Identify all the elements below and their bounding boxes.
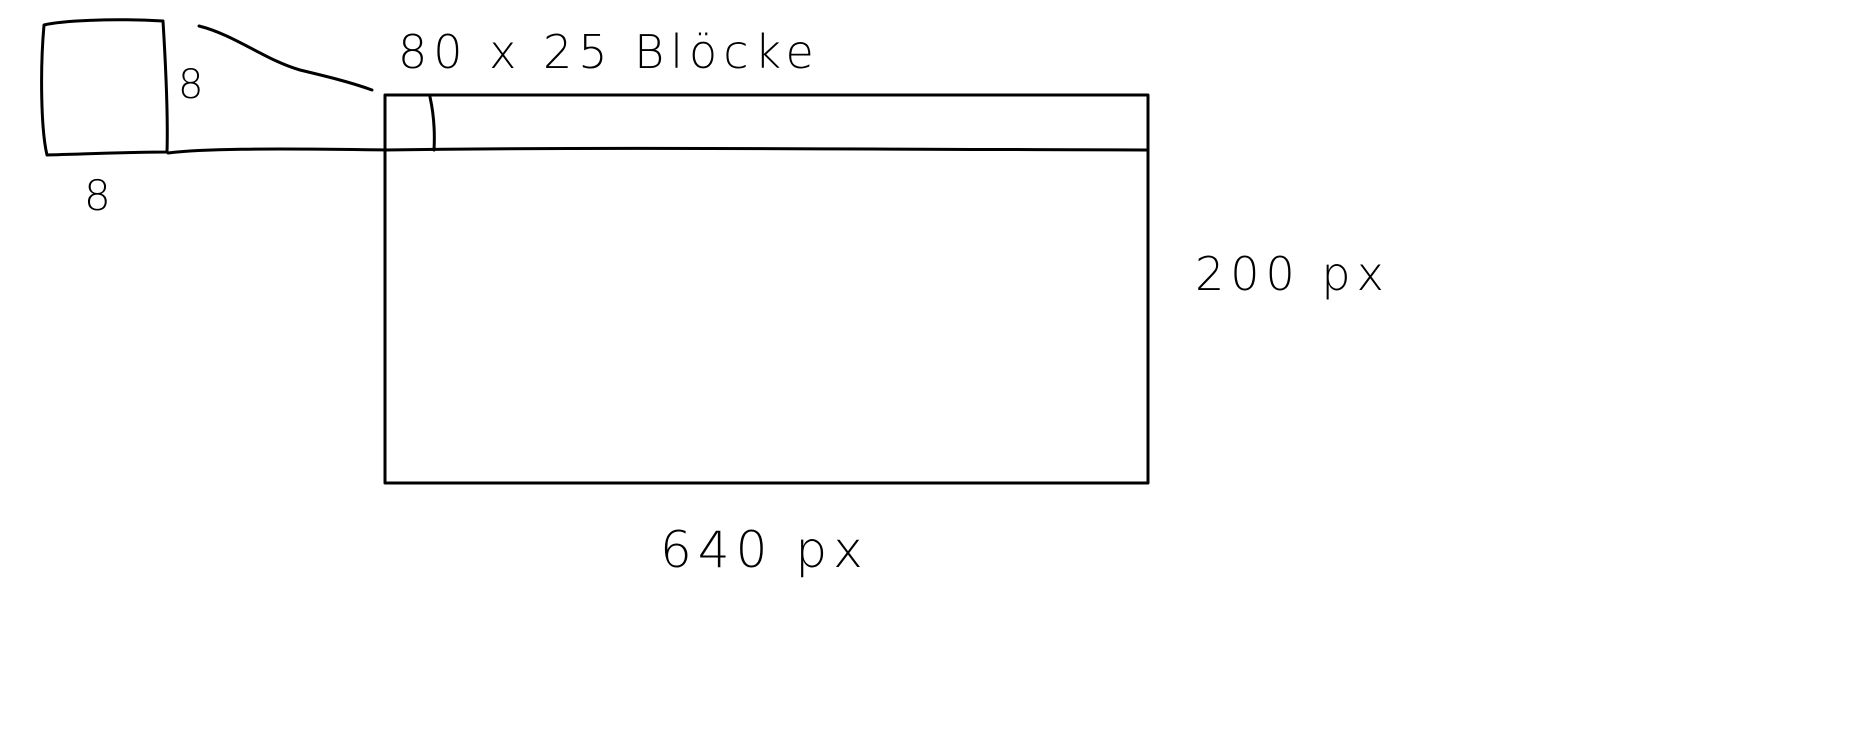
single-block-outline	[40, 18, 169, 157]
screen-height-label: 200 px	[1195, 247, 1390, 301]
screen-width-label: 640 px	[660, 521, 869, 579]
zoom-connector-bottom	[166, 147, 388, 155]
block-width-label: 8	[84, 171, 117, 220]
block-grid-label: 80 x 25 Blöcke	[398, 25, 820, 79]
block-row-line	[383, 146, 1150, 152]
zoom-connector-top	[197, 24, 374, 92]
block-height-label: 8	[178, 62, 209, 108]
screen-rectangle	[383, 93, 1150, 485]
first-block-divider	[428, 95, 436, 152]
